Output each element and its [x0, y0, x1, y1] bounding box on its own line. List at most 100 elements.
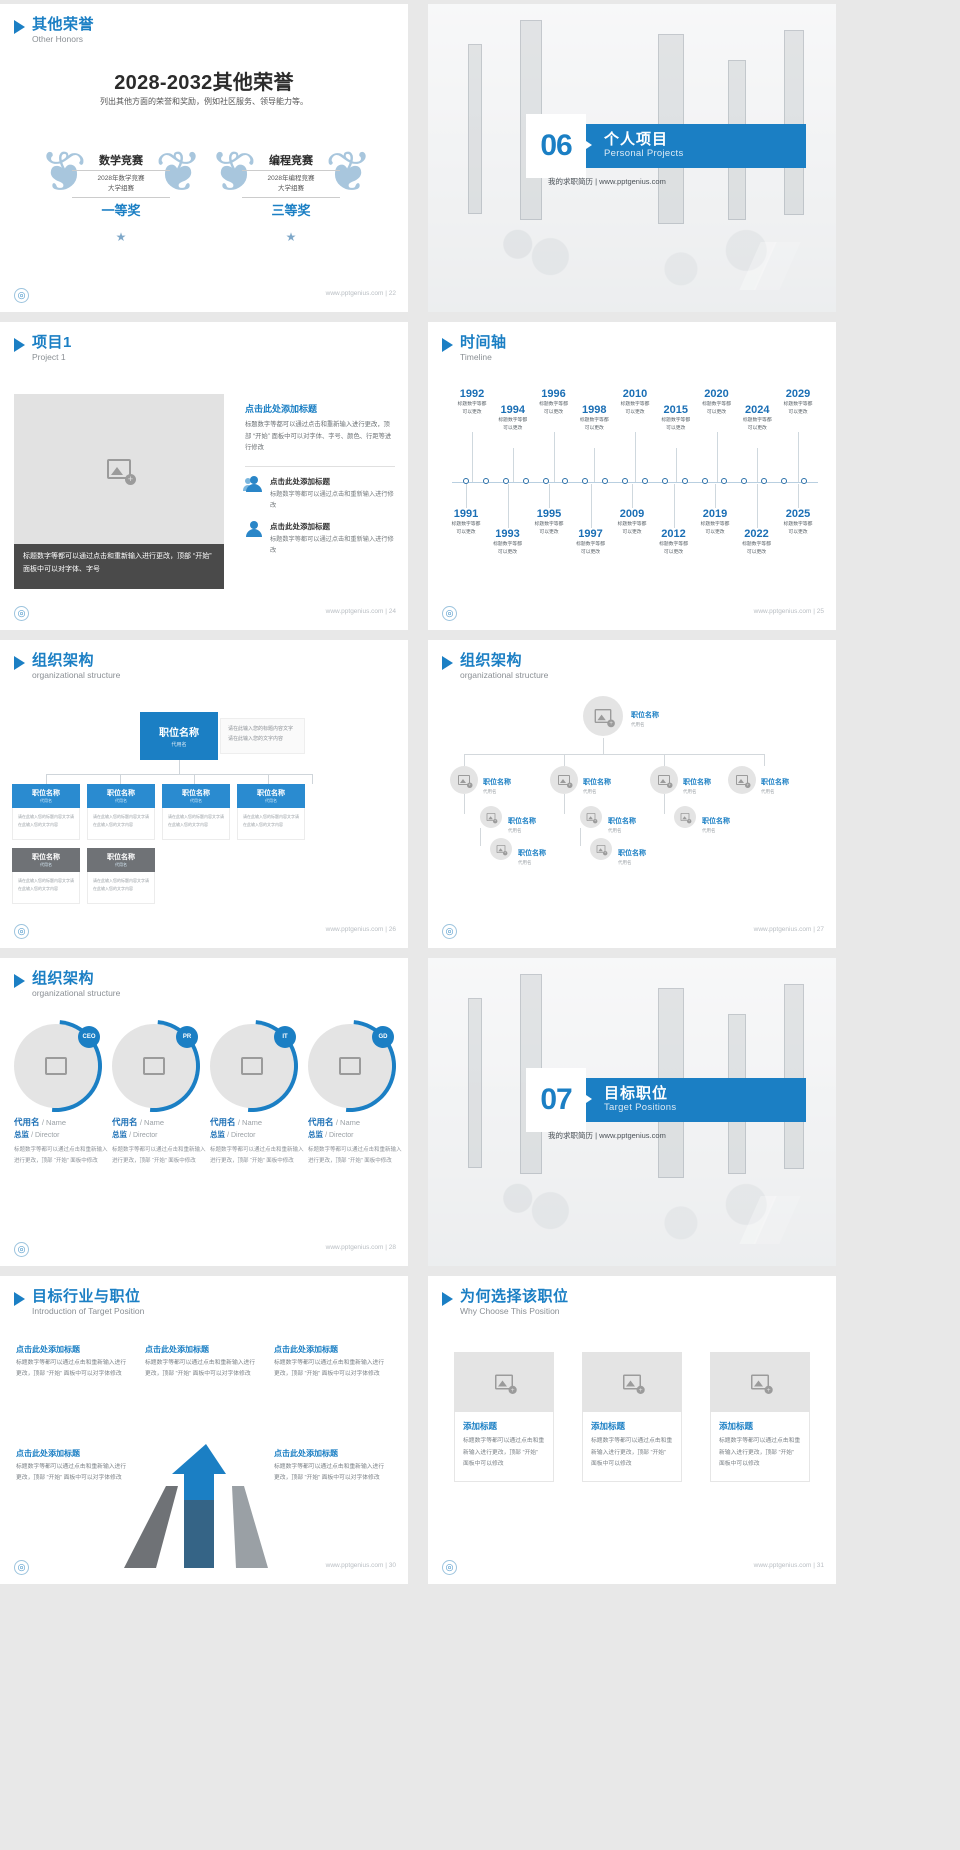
timeline-event[interactable]: 2024 标题数字等都 可以更改 — [728, 404, 786, 432]
timeline-event[interactable]: 1991 标题数字等都 可以更改 — [437, 508, 495, 536]
timeline-event[interactable]: 1992 标题数字等都 可以更改 — [443, 388, 501, 416]
timeline-event[interactable]: 2019 标题数字等都 可以更改 — [686, 508, 744, 536]
triangle-icon — [442, 338, 453, 352]
image-placeholder[interactable] — [710, 1352, 810, 1412]
timeline-event[interactable]: 2015 标题数字等都 可以更改 — [647, 404, 705, 432]
avatar[interactable] — [728, 766, 756, 794]
footer-url: www.pptgenius.com | 24 — [326, 608, 396, 615]
timeline-stem — [472, 432, 473, 482]
cell-body: 标题数字等都可以通过点击和重新输入进行更改，顶部 “开始” 面板中可以对字体修改 — [274, 1360, 385, 1378]
slide-other-honors: 其他荣誉 Other Honors 2028-2032其他荣誉 列出其他方面的荣… — [0, 4, 408, 312]
timeline-event[interactable]: 2020 标题数字等都 可以更改 — [688, 388, 746, 416]
award-desc-line2: 大学组赛 — [278, 185, 304, 193]
timeline: 1992 标题数字等都 可以更改 1994 标题数字等都 可以更改 1996 标题数字等都 可以… — [452, 382, 818, 582]
card-title[interactable]: 添加标题 — [719, 1421, 754, 1431]
info-card: 添加标题 标题数字等都可以通过点击和重新输入进行更改，顶部 “开始” 面板中可以… — [710, 1352, 810, 1482]
timeline-year: 2015 — [663, 404, 688, 416]
timeline-event[interactable]: 1997 标题数字等都 可以更改 — [562, 528, 620, 556]
timeline-event[interactable]: 1996 标题数字等都 可以更改 — [525, 388, 583, 416]
timeline-year: 1994 — [500, 404, 525, 416]
timeline-dot — [801, 478, 807, 484]
add-image-icon — [658, 775, 673, 788]
image-placeholder[interactable] — [454, 1352, 554, 1412]
timeline-event[interactable]: 1998 标题数字等都 可以更改 — [565, 404, 623, 432]
avatar[interactable] — [490, 838, 512, 860]
project-title[interactable]: 点击此处添加标题 — [245, 404, 318, 414]
timeline-event[interactable]: 1995 标题数字等都 可以更改 — [520, 508, 578, 536]
avatar[interactable] — [580, 806, 602, 828]
timeline-dot — [582, 478, 589, 484]
slide-org-structure-boxes: 组织架构 organizational structure 职位名称 代用名 请… — [0, 640, 408, 948]
timeline-event[interactable]: 2012 标题数字等都 可以更改 — [645, 528, 703, 556]
timeline-year: 1991 — [453, 508, 479, 520]
avatar[interactable] — [480, 806, 502, 828]
timeline-dot — [522, 478, 529, 484]
avatar[interactable] — [590, 838, 612, 860]
person-avatar[interactable]: IT — [187, 1001, 317, 1131]
node-body: 请在此输入您的标题内容文字请在此输入您的文字内容 — [162, 808, 230, 840]
image-placeholder[interactable] — [14, 394, 224, 544]
page-number: 26 — [388, 926, 396, 933]
org-node-secondary[interactable]: 职位名称 代用名 请在此输入您的标题内容文字请在此输入您的文字内容 — [87, 848, 155, 904]
person-avatar[interactable]: PR — [89, 1001, 219, 1131]
image-placeholder[interactable] — [582, 1352, 682, 1412]
divider — [72, 197, 170, 198]
timeline-event[interactable]: 1993 标题数字等都 可以更改 — [479, 528, 537, 556]
footer-separator: | — [385, 926, 387, 933]
section-title-en: Personal Projects — [604, 148, 684, 159]
org-node-secondary[interactable]: 职位名称 代用名 请在此输入您的标题内容文字请在此输入您的文字内容 — [12, 848, 80, 904]
timeline-event[interactable]: 2009 标题数字等都 可以更改 — [603, 508, 661, 536]
timeline-event[interactable]: 2029 标题数字等都 可以更改 — [769, 388, 827, 416]
card-title[interactable]: 添加标题 — [463, 1421, 498, 1431]
timeline-stem — [757, 448, 759, 482]
cell-title[interactable]: 点击此处添加标题 — [274, 1449, 338, 1458]
cell-title[interactable]: 点击此处添加标题 — [145, 1345, 209, 1354]
org-node[interactable]: 职位名称 代用名 请在此输入您的标题内容文字请在此输入您的文字内容 — [162, 784, 230, 840]
timeline-event[interactable]: 2010 标题数字等都 可以更改 — [606, 388, 664, 416]
avatar[interactable] — [550, 766, 578, 794]
content-cell: 点击此处添加标题 标题数字等都可以通过点击和重新输入进行更改，顶部 “开始” 面… — [16, 1448, 128, 1485]
timeline-stem — [632, 484, 633, 508]
star-icon: ★ — [115, 230, 127, 244]
role-badge: PR — [176, 1026, 198, 1048]
card-title[interactable]: 添加标题 — [591, 1421, 626, 1431]
add-image-icon — [751, 1374, 773, 1394]
avatar[interactable] — [450, 766, 478, 794]
cell-title[interactable]: 点击此处添加标题 — [16, 1345, 80, 1354]
person-name: 代用名 / Name — [210, 1117, 263, 1127]
cell-title[interactable]: 点击此处添加标题 — [274, 1345, 338, 1354]
node-header: 职位名称 代用名 — [162, 784, 230, 808]
avatar[interactable] — [583, 696, 623, 736]
avatar[interactable] — [650, 766, 678, 794]
award-result: 三等奖 — [271, 203, 311, 218]
item-body: 标题数字等都可以通过点击和重新输入进行修改 — [270, 536, 394, 555]
org-node[interactable]: 职位名称 代用名 请在此输入您的标题内容文字请在此输入您的文字内容 — [87, 784, 155, 840]
item-body: 标题数字等都可以通过点击和重新输入进行修改 — [270, 490, 394, 510]
cell-title[interactable]: 点击此处添加标题 — [16, 1449, 80, 1458]
timeline-event[interactable]: 2022 标题数字等都 可以更改 — [728, 528, 786, 556]
card-text: 标题数字等都可以通过点击和重新输入进行更改，顶部 “开始” 面板中可以修改 — [463, 1438, 545, 1468]
timeline-desc: 标题数字等都 可以更改 — [783, 402, 813, 415]
timeline-event[interactable]: 1994 标题数字等都 可以更改 — [484, 404, 542, 432]
slide-section-personal-projects: 06 个人项目 Personal Projects 我的求职简历 | www.p… — [428, 4, 836, 312]
org-node[interactable]: 职位名称 代用名 请在此输入您的标题内容文字请在此输入您的文字内容 — [237, 784, 305, 840]
timeline-year: 1995 — [536, 508, 562, 520]
footer-url-text: www.pptgenius.com — [325, 1562, 384, 1569]
org-root-node[interactable]: 职位名称 代用名 — [140, 712, 218, 760]
timeline-event[interactable]: 2025 标题数字等都 可以更改 — [769, 508, 827, 536]
add-image-icon — [596, 845, 608, 856]
org-node-label: 职位名称 代用名 — [608, 810, 636, 834]
item-title[interactable]: 点击此处添加标题 — [270, 522, 330, 532]
laurel-icon: ❦ — [325, 140, 372, 203]
award-desc-line2: 大学组赛 — [108, 185, 134, 193]
footer-separator: | — [385, 1244, 387, 1251]
item-title[interactable]: 点击此处添加标题 — [270, 476, 330, 486]
people-icon — [243, 475, 263, 492]
award-desc-line1: 2028年数学竞赛 — [97, 175, 145, 182]
person-avatar[interactable]: CEO — [0, 1001, 121, 1131]
person-avatar[interactable]: GD — [285, 1001, 408, 1131]
card-text: 标题数字等都可以通过点击和重新输入进行更改，顶部 “开始” 面板中可以修改 — [719, 1438, 801, 1468]
avatar[interactable] — [674, 806, 696, 828]
node-sub: 代用名 — [171, 742, 187, 748]
org-node[interactable]: 职位名称 代用名 请在此输入您的标题内容文字请在此输入您的文字内容 — [12, 784, 80, 840]
